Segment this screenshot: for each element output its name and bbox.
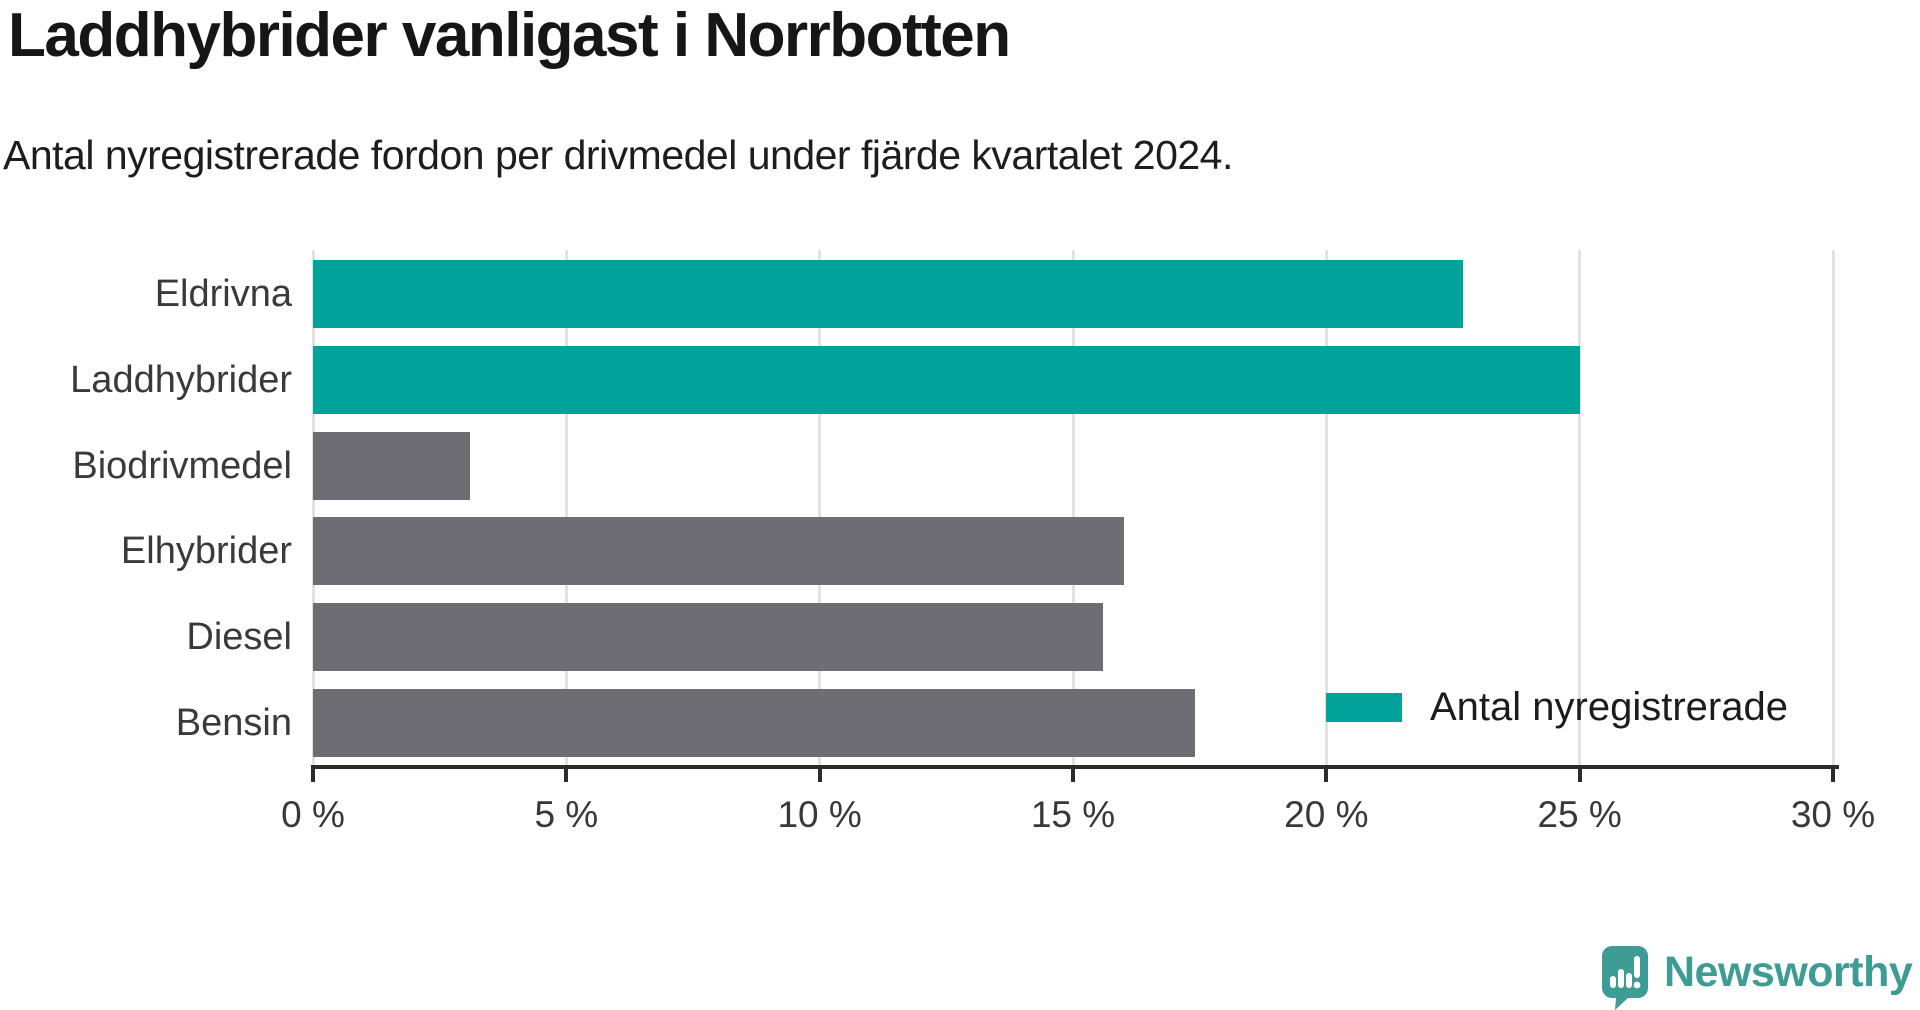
legend-label: Antal nyregistrerade <box>1430 684 1788 729</box>
bar-biodrivmedel <box>313 431 471 500</box>
legend: Antal nyregistrerade <box>1326 684 1788 729</box>
gridline-25-pct <box>1578 250 1582 766</box>
category-label-elhybrider: Elhybrider <box>120 530 292 573</box>
category-label-laddhybrider: Laddhybrider <box>70 358 292 401</box>
gridline-0-pct <box>311 250 315 766</box>
x-tick-label-10: 10 % <box>777 794 862 835</box>
category-label-eldrivna: Eldrivna <box>154 273 292 315</box>
bar-elhybrider <box>313 517 1124 586</box>
bar-laddhybrider <box>313 345 1580 414</box>
x-tick-mark-10 <box>817 769 822 782</box>
x-tick-mark-5 <box>564 769 569 782</box>
gridline-20-pct <box>1324 250 1328 766</box>
newsworthy-logo: Newsworthy <box>1602 946 1913 1010</box>
chart-subtitle: Antal nyregistrerade fordon per drivmede… <box>3 132 1233 178</box>
category-label-biodrivmedel: Biodrivmedel <box>72 444 292 487</box>
x-tick-mark-20 <box>1324 769 1329 782</box>
bar-diesel <box>313 603 1104 672</box>
x-tick-label-5: 5 % <box>534 794 599 835</box>
x-tick-label-20: 20 % <box>1284 794 1369 835</box>
bar-eldrivna <box>313 260 1464 328</box>
newsworthy-logo-text: Newsworthy <box>1664 948 1913 996</box>
x-tick-mark-30 <box>1831 769 1835 782</box>
gridline-30-pct <box>1831 250 1835 766</box>
newsworthy-speech-bubble-chart-icon <box>1602 946 1648 1010</box>
x-tick-label-25: 25 % <box>1537 794 1622 835</box>
gridline-5-pct <box>564 250 568 766</box>
category-label-diesel: Diesel <box>186 616 292 659</box>
category-label-bensin: Bensin <box>175 702 292 744</box>
x-axis-line <box>311 765 1839 769</box>
plot-area <box>311 250 1835 766</box>
x-tick-label-0: 0 % <box>281 794 345 835</box>
chart-title: Laddhybrider vanligast i Norrbotten <box>8 1 1011 70</box>
bar-bensin <box>313 689 1195 757</box>
x-tick-label-30: 30 % <box>1790 794 1876 835</box>
x-tick-mark-25 <box>1577 769 1582 782</box>
legend-swatch <box>1326 692 1402 722</box>
x-tick-mark-0 <box>311 769 315 782</box>
x-tick-label-15: 15 % <box>1030 794 1116 835</box>
gridline-10-pct <box>818 250 822 766</box>
x-tick-mark-15 <box>1071 769 1075 782</box>
gridline-15-pct <box>1071 250 1075 766</box>
